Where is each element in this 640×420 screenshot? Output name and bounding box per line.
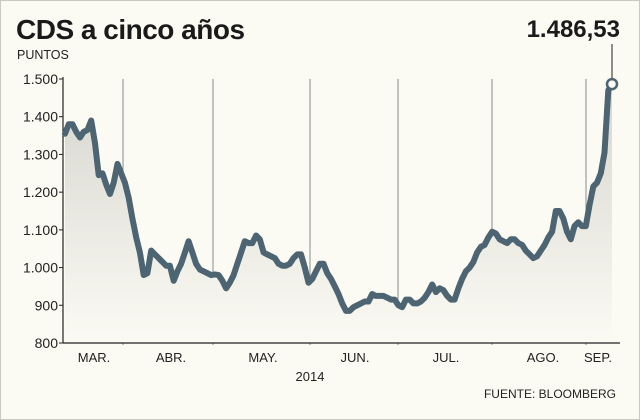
y-tick-label: 1.100 bbox=[23, 222, 58, 238]
chart-title: CDS a cinco años bbox=[16, 14, 245, 45]
last-value-label: 1.486,53 bbox=[526, 16, 620, 43]
y-tick-label: 1.200 bbox=[23, 184, 58, 200]
y-tick-labels: 800 900 1.000 1.100 1.200 1.300 1.400 1.500 bbox=[23, 71, 58, 351]
last-value-marker bbox=[605, 77, 619, 91]
y-tick-label: 1.000 bbox=[23, 260, 58, 276]
y-tick-label: 1.500 bbox=[23, 71, 58, 87]
x-month-label: AGO. bbox=[527, 350, 560, 365]
source-label: FUENTE: BLOOMBERG bbox=[483, 387, 616, 401]
y-tick-label: 1.400 bbox=[23, 109, 58, 125]
x-month-label: ABR. bbox=[156, 350, 186, 365]
x-month-label: JUL. bbox=[433, 350, 460, 365]
x-month-label: SEP. bbox=[584, 350, 612, 365]
axes bbox=[59, 77, 620, 344]
y-tick-label: 800 bbox=[35, 335, 59, 351]
y-tick-label: 1.300 bbox=[23, 146, 58, 162]
x-month-label: MAY. bbox=[248, 350, 277, 365]
x-month-labels: MAR. ABR. MAY. JUN. JUL. AGO. SEP. bbox=[78, 350, 612, 365]
y-tick-label: 900 bbox=[35, 297, 59, 313]
area-fill bbox=[65, 84, 612, 343]
x-month-label: JUN. bbox=[341, 350, 370, 365]
year-label: 2014 bbox=[296, 369, 325, 384]
y-axis-units-label: PUNTOS bbox=[17, 48, 69, 62]
series-line bbox=[62, 81, 615, 314]
x-month-label: MAR. bbox=[78, 350, 111, 365]
